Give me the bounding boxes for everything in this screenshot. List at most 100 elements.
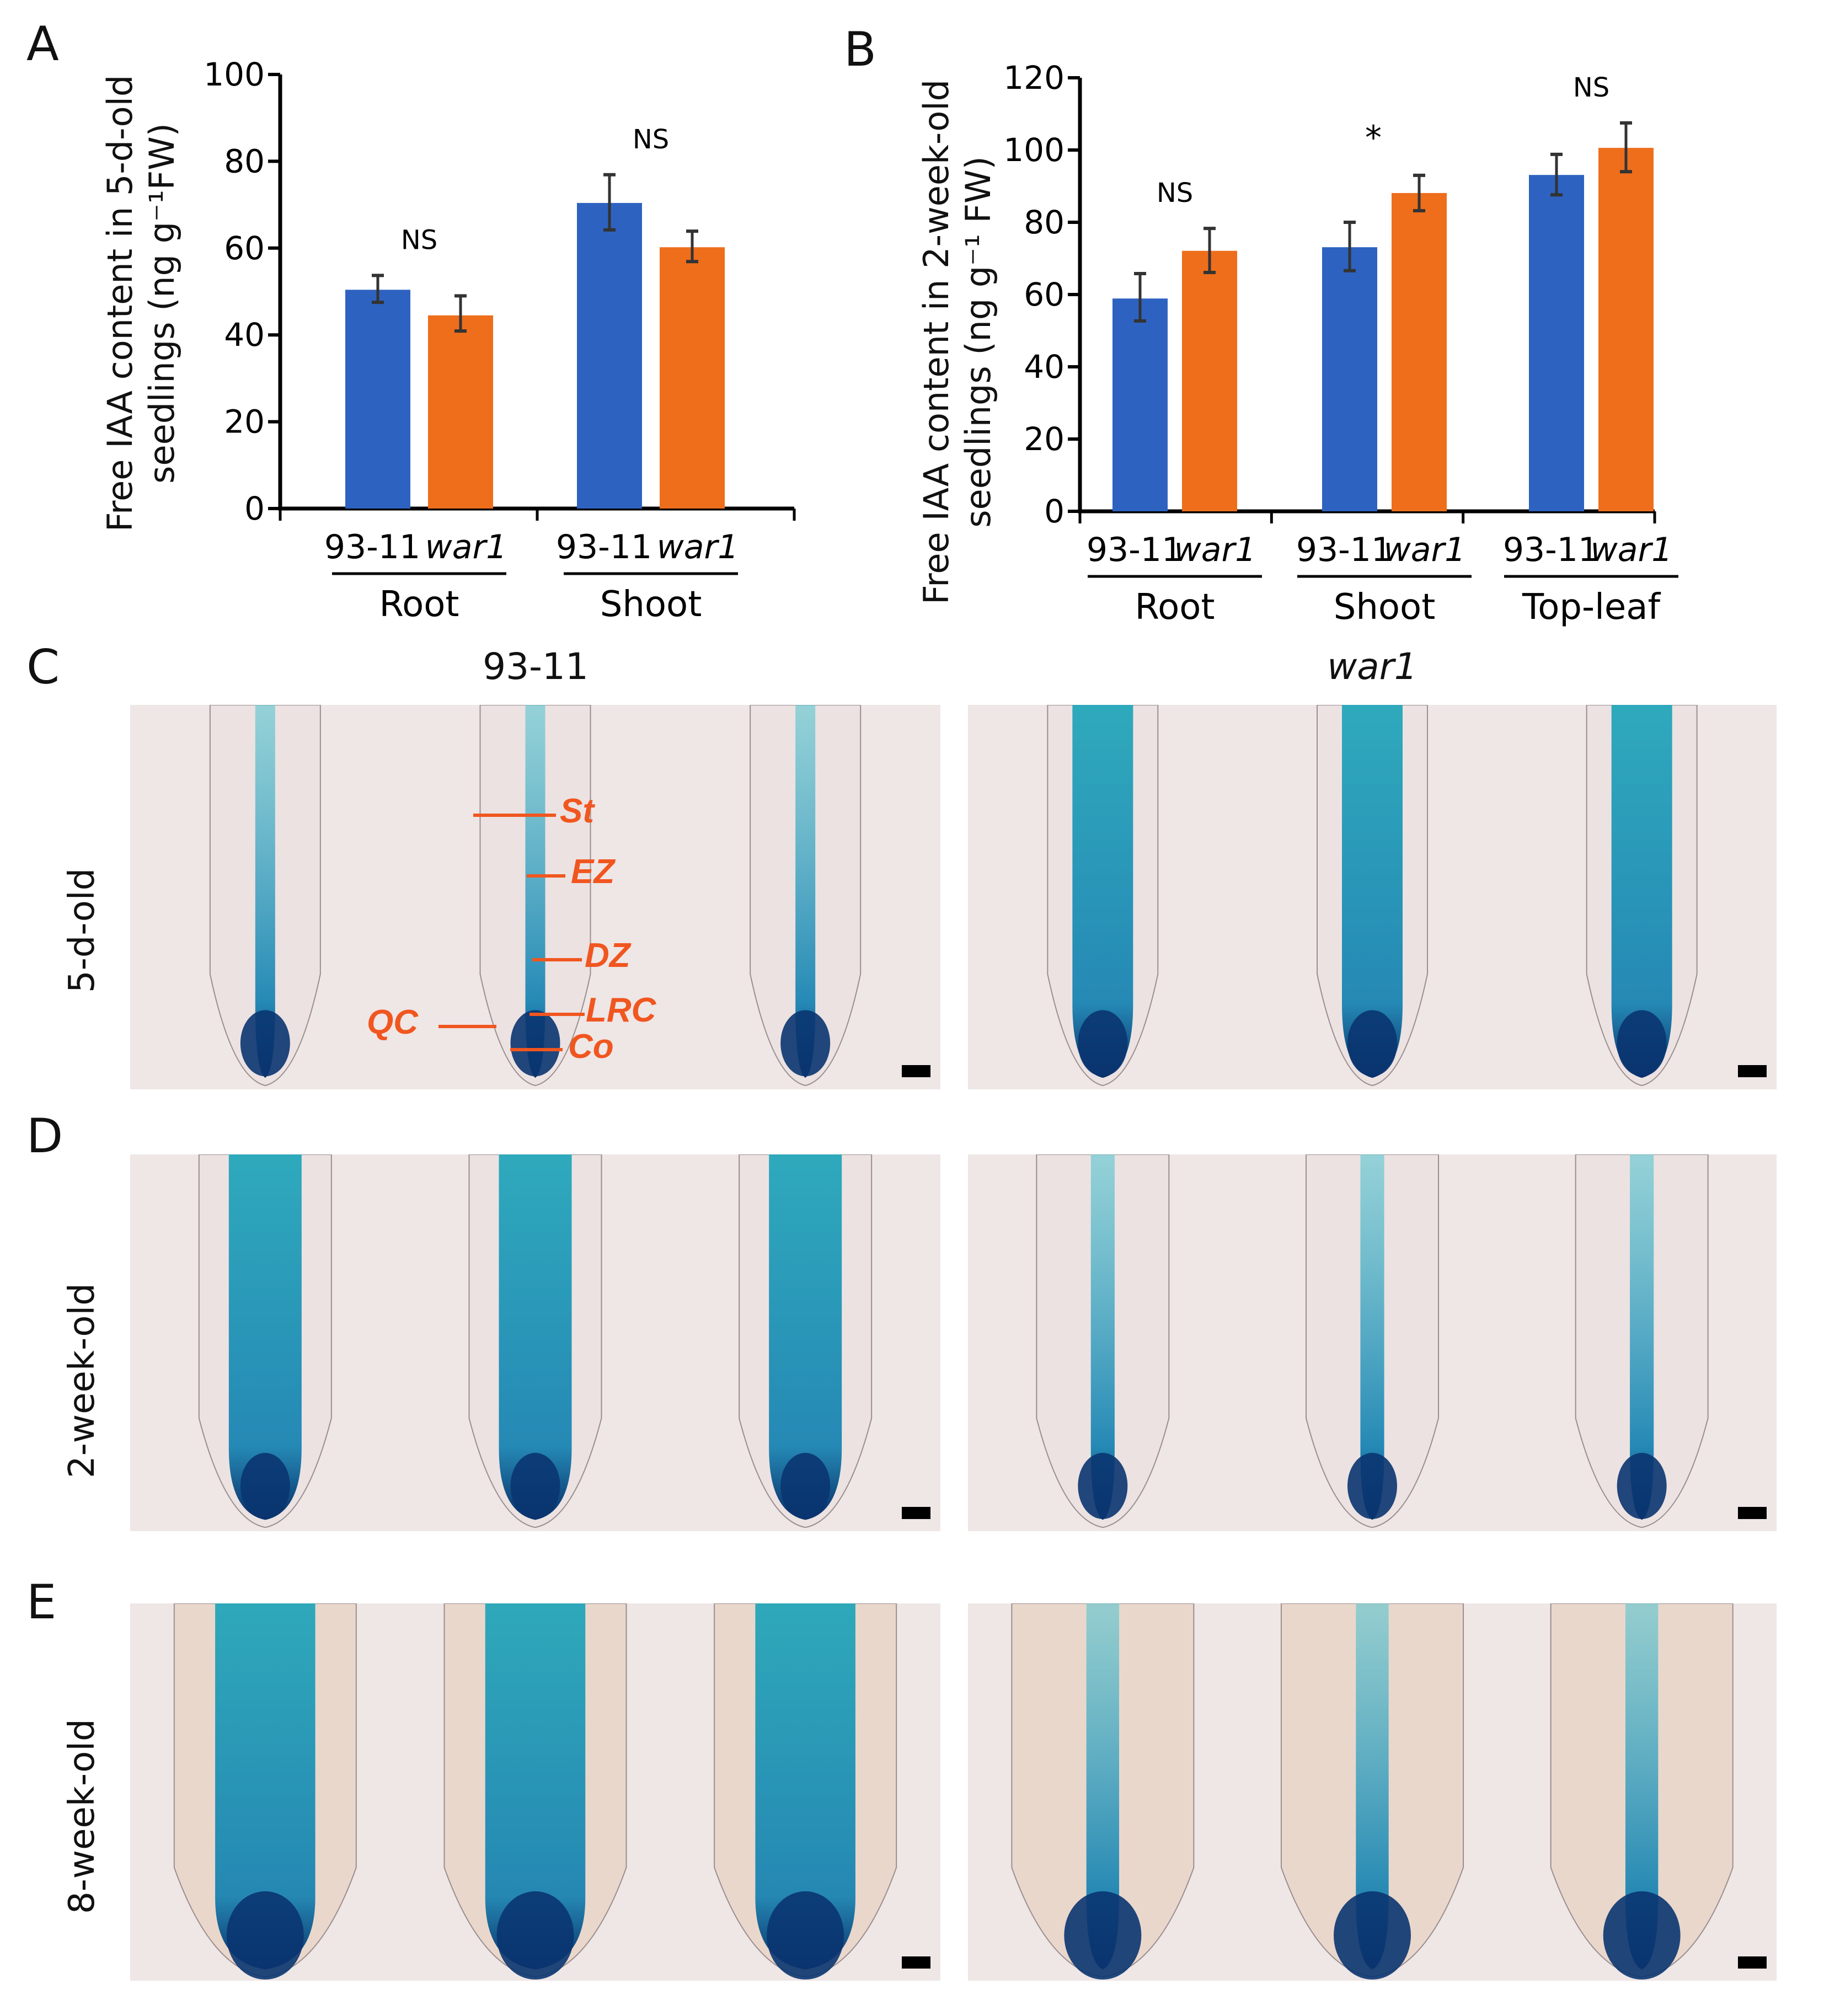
micrograph-war1-8-week-old (968, 1603, 1777, 1981)
y-tick-label: 80 (1024, 204, 1065, 241)
scale-bar (1738, 1507, 1767, 1519)
scale-bar (1738, 1956, 1767, 1969)
column-title-93-11: 93-11 (483, 645, 589, 688)
annotation-ez: EZ (571, 853, 615, 891)
micrograph-93-11-8-week-old (130, 1603, 940, 1981)
stele-stain (215, 1603, 315, 1970)
group-label: Top-leaf (1522, 587, 1661, 628)
panel-label-c: C (26, 640, 60, 695)
root-tip-stain (1078, 1010, 1128, 1077)
y-tick-label: 100 (1003, 131, 1065, 169)
annotation-lrc: LRC (586, 991, 656, 1029)
bar-label: war1 (657, 528, 739, 566)
stele-stain (1625, 1603, 1659, 1970)
root-images (1011, 1603, 1734, 1980)
annotation-line-lrc (529, 1013, 585, 1016)
annotation-st: St (560, 792, 594, 830)
bar-war1-shoot (1392, 192, 1447, 511)
annotation-dz: DZ (585, 937, 630, 975)
significance-label: NS (401, 224, 437, 255)
group-label: Root (379, 584, 459, 625)
bar-label: war1 (1591, 531, 1673, 569)
root-tip-stain (1347, 1010, 1397, 1077)
scale-bar (1738, 1065, 1767, 1077)
annotation-qc: QC (367, 1003, 418, 1041)
micrograph-war1-2-week-old (968, 1154, 1777, 1531)
root-tip-stain (240, 1010, 290, 1077)
root-tip-stain (1334, 1891, 1411, 1980)
root-images (198, 1154, 873, 1528)
scale-bar (902, 1065, 930, 1077)
annotation-line-st (473, 814, 556, 817)
panel-label-b: B (844, 22, 876, 77)
y-tick-label: 100 (204, 56, 265, 93)
stele-stain (769, 1154, 842, 1520)
stele-stain (525, 705, 545, 1078)
bar-label: war1 (425, 528, 507, 566)
bar-label: 93-11 (1087, 531, 1183, 569)
y-tick-label: 20 (224, 403, 265, 441)
y-tick-label: 80 (224, 142, 265, 180)
chart-b: 02040608010012093-11war1NSRoot93-11war1*… (1003, 59, 1678, 628)
panel-label-a: A (26, 17, 59, 72)
stele-stain (499, 1154, 572, 1520)
stele-stain (1630, 1154, 1654, 1520)
y-tick-label: 40 (224, 316, 265, 354)
stele-stain (1611, 705, 1672, 1078)
micrograph-war1-5-d-old (968, 705, 1777, 1089)
y-tick-label: 120 (1003, 59, 1065, 97)
scale-bar (902, 1507, 930, 1519)
stele-stain (1086, 1603, 1120, 1970)
bar-label: war1 (1174, 531, 1256, 569)
bar-label: 93-11 (556, 528, 652, 566)
root-tip-stain (510, 1010, 560, 1077)
significance-label: NS (1157, 178, 1193, 208)
root-tip-stain (767, 1891, 844, 1980)
stele-stain (1356, 1603, 1389, 1970)
root-images (1036, 1154, 1709, 1528)
bar-93-11-shoot (1322, 247, 1377, 511)
bar-label: war1 (1384, 531, 1466, 569)
root-tip-stain (780, 1453, 831, 1520)
root-images (173, 1603, 897, 1980)
y-tick-label: 40 (1024, 348, 1065, 386)
bar-war1-top-leaf (1598, 148, 1654, 511)
stele-stain (255, 705, 275, 1078)
root-tip-stain (1078, 1453, 1128, 1520)
stele-stain (228, 1154, 302, 1520)
significance-label: NS (1573, 72, 1609, 103)
stele-stain (1090, 1154, 1115, 1520)
root-tip-stain (240, 1453, 290, 1520)
y-tick-label: 0 (244, 490, 265, 527)
stele-stain (755, 1603, 855, 1970)
significance-label: * (1365, 119, 1382, 157)
bar-93-11-root (345, 290, 410, 509)
row-label-5-d-old: 5-d-old (62, 868, 103, 993)
significance-label: NS (633, 124, 669, 155)
bar-war1-shoot (660, 247, 725, 509)
bar-label: 93-11 (1296, 531, 1392, 569)
y-tick-label: 20 (1024, 420, 1065, 458)
stele-stain (1360, 1154, 1384, 1520)
root-tip-stain (1347, 1453, 1397, 1520)
annotation-line-co (510, 1048, 563, 1051)
annotation-co: Co (568, 1028, 614, 1066)
bar-93-11-top-leaf (1529, 175, 1584, 511)
stele-stain (795, 705, 816, 1078)
root-tip-stain (1617, 1453, 1667, 1520)
root-images (1047, 705, 1698, 1087)
root-tip-stain (226, 1891, 304, 1980)
group-label: Root (1135, 587, 1215, 628)
bar-93-11-root (1112, 298, 1168, 511)
y-tick-label: 60 (224, 229, 265, 267)
root-tip-stain (510, 1453, 560, 1520)
group-label: Shoot (600, 584, 702, 625)
stele-stain (485, 1603, 586, 1970)
stele-stain (1072, 705, 1133, 1078)
bar-label: 93-11 (1503, 531, 1599, 569)
root-images (209, 705, 862, 1087)
bar-label: 93-11 (324, 528, 420, 566)
group-label: Shoot (1334, 587, 1436, 628)
bar-war1-root (428, 315, 493, 509)
